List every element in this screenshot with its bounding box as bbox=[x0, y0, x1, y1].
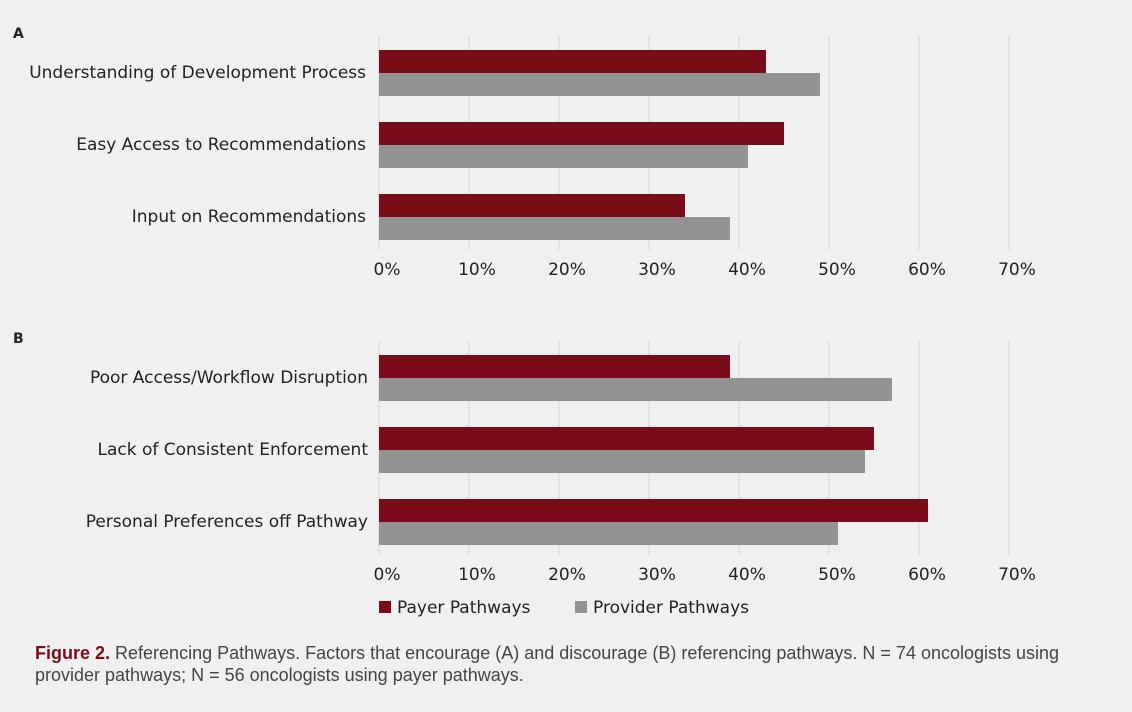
bar bbox=[379, 122, 784, 145]
bar bbox=[379, 378, 892, 401]
panel-label: A bbox=[13, 26, 24, 42]
x-tick-label: 70% bbox=[998, 260, 1036, 280]
x-tick-label: 10% bbox=[458, 565, 496, 585]
y-tick-label: Input on Recommendations bbox=[132, 207, 366, 227]
x-tick-label: 30% bbox=[638, 565, 676, 585]
x-tick-label: 60% bbox=[908, 260, 946, 280]
chart: A 0% 10% 20% 30% 40% 50% 60% 70% Understanding of… bbox=[13, 26, 1036, 618]
x-tick-label: 20% bbox=[548, 260, 586, 280]
x-tick-label: 0% bbox=[374, 260, 401, 280]
bar bbox=[379, 355, 730, 378]
x-tick-label: 10% bbox=[458, 260, 496, 280]
bar bbox=[379, 427, 874, 450]
x-tick-label: 0% bbox=[374, 565, 401, 585]
bar bbox=[379, 217, 730, 240]
bar bbox=[379, 50, 766, 73]
panel-label: B bbox=[13, 331, 24, 347]
legend-swatch bbox=[379, 601, 391, 613]
bar bbox=[379, 499, 928, 522]
y-tick-label: Personal Preferences off Pathway bbox=[86, 512, 368, 532]
x-tick-label: 50% bbox=[818, 260, 856, 280]
x-tick-label: 40% bbox=[728, 260, 766, 280]
x-tick-label: 50% bbox=[818, 565, 856, 585]
caption: Figure 2. Referencing Pathways. Factors … bbox=[35, 642, 1110, 686]
y-tick-label: Easy Access to Recommendations bbox=[76, 135, 366, 155]
y-tick-label: Poor Access/Workflow Disruption bbox=[90, 368, 368, 388]
bar bbox=[379, 522, 838, 545]
legend-label: Provider Pathways bbox=[593, 598, 749, 618]
x-tick-label: 60% bbox=[908, 565, 946, 585]
y-tick-label: Lack of Consistent Enforcement bbox=[97, 440, 368, 460]
legend-swatch bbox=[575, 601, 587, 613]
x-tick-label: 20% bbox=[548, 565, 586, 585]
bar bbox=[379, 194, 685, 217]
y-tick-label: Understanding of Development Process bbox=[29, 63, 366, 83]
x-tick-label: 40% bbox=[728, 565, 766, 585]
caption-text: Referencing Pathways. Factors that encou… bbox=[35, 643, 1060, 685]
bar bbox=[379, 145, 748, 168]
legend-label: Payer Pathways bbox=[397, 598, 531, 618]
caption-label: Figure 2. bbox=[35, 643, 111, 663]
x-tick-label: 30% bbox=[638, 260, 676, 280]
bar bbox=[379, 450, 865, 473]
x-tick-label: 70% bbox=[998, 565, 1036, 585]
bar bbox=[379, 73, 820, 96]
